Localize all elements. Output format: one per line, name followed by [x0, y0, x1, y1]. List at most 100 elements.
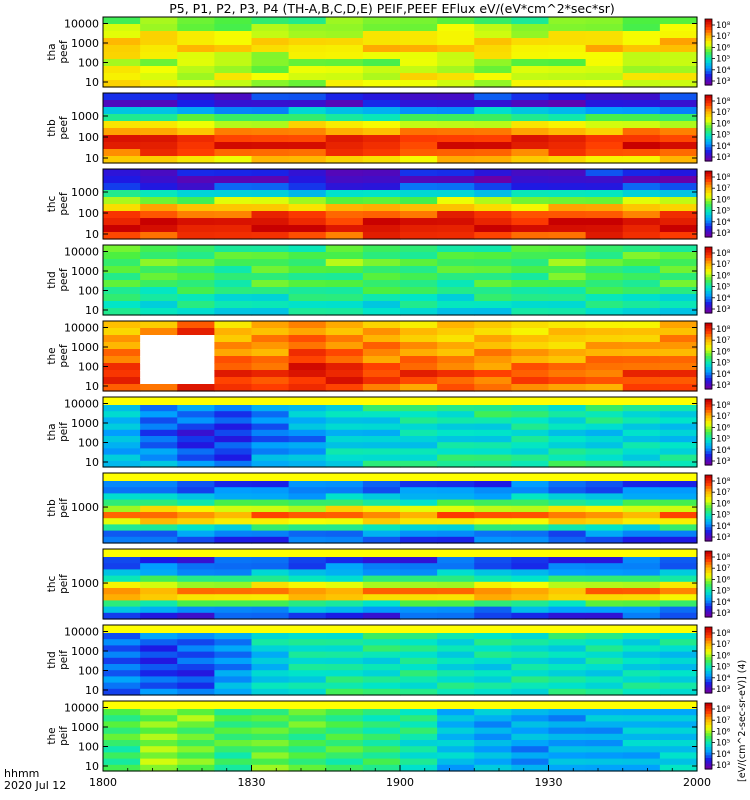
spectrogram-cell [622, 17, 661, 25]
spectrogram-cell [437, 581, 475, 589]
spectrogram-cell [437, 411, 475, 418]
spectrogram-cell [400, 273, 438, 281]
spectrogram-cell [585, 512, 624, 519]
spectrogram-cell [511, 45, 550, 53]
spectrogram-cell [140, 335, 178, 343]
spectrogram-cell [622, 169, 661, 177]
spectrogram-cell [103, 682, 141, 690]
spectrogram-cell [214, 487, 253, 494]
spectrogram-cell [103, 17, 141, 25]
spectrogram-cell [362, 135, 401, 143]
spectrogram-cell [400, 197, 438, 205]
colorbar-tick-label: 10⁷ [716, 184, 731, 194]
spectrogram-cell [622, 740, 661, 747]
colorbar-tick-label: 10⁶ [716, 575, 731, 585]
spectrogram-cell [177, 645, 215, 653]
spectrogram-cell [400, 657, 438, 665]
spectrogram-cell [214, 259, 253, 267]
colorbar-segment [705, 252, 712, 256]
spectrogram-cell [474, 639, 512, 646]
spectrogram-cell [585, 612, 624, 620]
spectrogram-cell [437, 633, 475, 640]
spectrogram-cell [214, 727, 253, 735]
spectrogram-cell [400, 493, 438, 501]
spectrogram-cell [622, 588, 661, 595]
spectrogram-cell [214, 405, 253, 412]
spectrogram-cell [622, 600, 661, 608]
spectrogram-cell [214, 733, 253, 741]
colorbar-segment [705, 223, 712, 227]
spectrogram-cell [177, 280, 215, 288]
colorbar-segment [705, 725, 712, 729]
panel-product-label: peef [58, 116, 70, 140]
spectrogram-cell [400, 645, 438, 653]
colorbar-segment [705, 336, 712, 341]
data-gap-strip [103, 473, 697, 481]
spectrogram-cell [251, 651, 290, 659]
spectrogram-cell [325, 128, 364, 136]
spectrogram-cell [177, 429, 215, 437]
spectrogram-cell [511, 612, 550, 620]
spectrogram-cell [214, 204, 253, 212]
spectrogram-cell [548, 114, 587, 122]
spectrogram-cell [362, 121, 401, 129]
spectrogram-cell [437, 594, 475, 601]
spectrogram-cell [362, 93, 401, 101]
spectrogram-cell [177, 93, 215, 101]
spectrogram-cell [177, 211, 215, 219]
spectrogram-cell [288, 664, 327, 671]
spectrogram-cell [362, 688, 401, 696]
spectrogram-cell [251, 454, 290, 462]
spectrogram-cell [548, 487, 587, 494]
spectrogram-cell [288, 481, 327, 488]
y-tick-label: 1000 [71, 721, 99, 734]
spectrogram-cell [288, 114, 327, 122]
spectrogram-cell [251, 93, 290, 101]
spectrogram-cell [437, 423, 475, 431]
colorbar-segment [705, 347, 712, 352]
colorbar-segment [705, 204, 712, 208]
panel-probe-label: thd [46, 651, 58, 668]
spectrogram-cell [325, 80, 364, 88]
spectrogram-cell [511, 633, 550, 640]
date-label: 2020 Jul 12 [4, 779, 66, 792]
spectrogram-cell [362, 66, 401, 74]
spectrogram-cell [214, 594, 253, 601]
colorbar-segment [705, 716, 712, 721]
colorbar-segment [705, 632, 712, 636]
spectrogram-cell [288, 273, 327, 281]
spectrogram-cell [622, 688, 661, 696]
spectrogram-cell [103, 670, 141, 677]
spectrogram-cell [140, 80, 178, 88]
colorbar-segment [705, 323, 712, 327]
spectrogram-cell [214, 349, 253, 357]
spectrogram-cell [103, 259, 141, 267]
spectrogram-cell [548, 505, 587, 513]
colorbar-tick-label: 10⁴ [716, 750, 731, 760]
spectrogram-cell [659, 752, 698, 760]
spectrogram-cell [474, 321, 512, 329]
spectrogram-cell [251, 52, 290, 60]
spectrogram-cell [177, 377, 215, 385]
spectrogram-cell [214, 612, 253, 620]
spectrogram-cell [140, 52, 178, 60]
spectrogram-cell [659, 575, 698, 583]
spectrogram-cell [585, 73, 624, 81]
spectrogram-cell [585, 727, 624, 735]
spectrogram-cell [437, 588, 475, 595]
colorbar-segment [705, 144, 712, 148]
spectrogram-cell [437, 651, 475, 659]
spectrogram-cell [622, 651, 661, 659]
spectrogram-cell [548, 423, 587, 431]
colorbar-segment [705, 328, 712, 332]
spectrogram-cell [103, 266, 141, 274]
spectrogram-cell [511, 80, 550, 88]
spectrogram-cell [400, 487, 438, 494]
spectrogram-cell [437, 664, 475, 671]
spectrogram-cell [511, 530, 550, 538]
spectrogram-cell [474, 493, 512, 501]
spectrogram-cell [325, 536, 364, 544]
spectrogram-cell [548, 24, 587, 32]
spectrogram-cell [511, 197, 550, 205]
spectrogram-cell [474, 758, 512, 766]
